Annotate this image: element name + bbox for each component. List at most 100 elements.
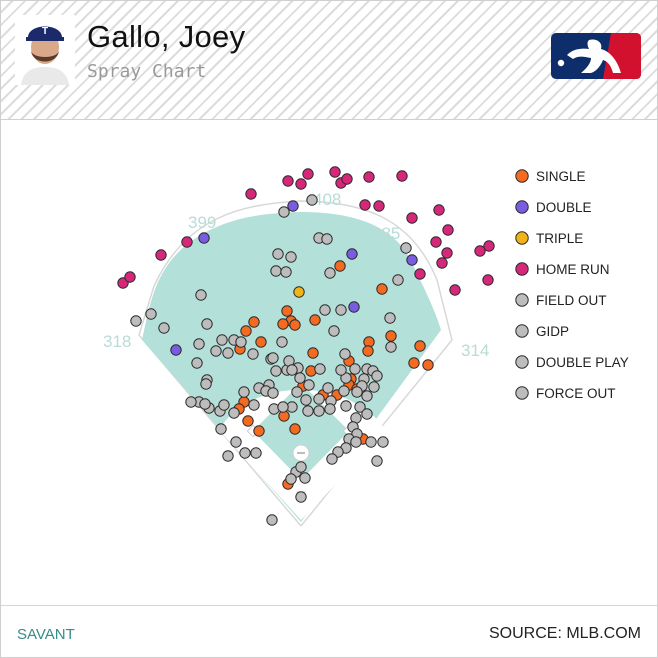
data-point-out [199, 398, 211, 410]
data-point-single [334, 260, 346, 272]
data-point-home-run [363, 171, 375, 183]
data-point-out [365, 436, 377, 448]
fence-distance-left-center: 399 [188, 213, 216, 232]
data-point-home-run [449, 284, 461, 296]
data-point-out [215, 423, 227, 435]
legend-marker-double-play [515, 355, 529, 369]
data-point-single [422, 359, 434, 371]
data-point-out [250, 447, 262, 459]
data-point-out [285, 473, 297, 485]
data-point-out [314, 363, 326, 375]
data-point-out [335, 364, 347, 376]
data-point-single [414, 340, 426, 352]
data-point-double [170, 344, 182, 356]
data-point-single [277, 318, 289, 330]
data-point-home-run [329, 166, 341, 178]
data-point-out [326, 453, 338, 465]
data-point-out [195, 289, 207, 301]
data-point-out [350, 436, 362, 448]
data-point-home-run [414, 268, 426, 280]
data-point-home-run [483, 240, 495, 252]
legend-marker-home-run [515, 262, 529, 276]
legend-label-double-play: DOUBLE PLAY [536, 355, 629, 370]
data-point-out [321, 233, 333, 245]
data-point-home-run [341, 173, 353, 185]
data-point-out [385, 341, 397, 353]
data-point-out [354, 401, 366, 413]
data-point-double [348, 301, 360, 313]
data-point-double [198, 232, 210, 244]
header: T Gallo, Joey Spray Chart [1, 1, 657, 120]
data-point-out [300, 394, 312, 406]
data-point-out [339, 348, 351, 360]
svg-text:T: T [42, 26, 48, 37]
data-point-home-run [282, 175, 294, 187]
chart-subtitle: Spray Chart [87, 61, 207, 82]
data-point-single [289, 319, 301, 331]
data-point-single [240, 325, 252, 337]
legend-marker-single [515, 169, 529, 183]
data-point-double [346, 248, 358, 260]
data-point-out [313, 393, 325, 405]
data-point-out [392, 274, 404, 286]
data-point-out [371, 455, 383, 467]
data-point-out [377, 436, 389, 448]
data-point-out [324, 267, 336, 279]
data-point-home-run [442, 224, 454, 236]
data-point-out [328, 325, 340, 337]
data-point-out [384, 312, 396, 324]
data-point-out [335, 304, 347, 316]
data-point-out [218, 399, 230, 411]
data-point-home-run [482, 274, 494, 286]
data-point-out [368, 381, 380, 393]
data-point-home-run [474, 245, 486, 257]
legend-marker-force-out [515, 386, 529, 400]
data-point-out [239, 447, 251, 459]
data-point-out [361, 408, 373, 420]
player-name: Gallo, Joey [87, 19, 246, 54]
data-point-single [281, 305, 293, 317]
data-point-out [302, 405, 314, 417]
legend-label-gidp: GIDP [536, 324, 569, 339]
data-point-home-run [406, 212, 418, 224]
legend: SINGLE DOUBLE TRIPLE HOME RUN FIELD OUT GIDP D… [515, 169, 629, 401]
legend-marker-double [515, 200, 529, 214]
data-point-single [255, 336, 267, 348]
data-point-out [238, 386, 250, 398]
data-point-out [248, 399, 260, 411]
data-point-out [322, 382, 334, 394]
legend-label-field-out: FIELD OUT [536, 293, 607, 308]
legend-label-single: SINGLE [536, 169, 586, 184]
data-point-single [248, 316, 260, 328]
data-point-out [270, 265, 282, 277]
data-point-out [295, 491, 307, 503]
data-point-out [222, 347, 234, 359]
data-point-out [285, 251, 297, 263]
data-point-out [351, 386, 363, 398]
data-point-out [280, 266, 292, 278]
data-point-home-run [245, 188, 257, 200]
data-point-home-run [433, 204, 445, 216]
data-point-out [216, 334, 228, 346]
data-point-home-run [430, 236, 442, 248]
data-point-single [309, 314, 321, 326]
data-point-out [371, 370, 383, 382]
data-point-out [338, 385, 350, 397]
legend-label-triple: TRIPLE [536, 231, 583, 246]
data-point-out [235, 336, 247, 348]
data-point-out [303, 379, 315, 391]
data-point-double [287, 200, 299, 212]
data-point-out [191, 357, 203, 369]
data-point-out [349, 363, 361, 375]
data-point-out [299, 472, 311, 484]
data-point-out [295, 461, 307, 473]
legend-marker-triple [515, 231, 529, 245]
data-point-home-run [359, 199, 371, 211]
fence-distance-left: 318 [103, 332, 131, 351]
data-point-out [324, 403, 336, 415]
data-point-home-run [302, 168, 314, 180]
data-point-single [385, 330, 397, 342]
data-point-single [253, 425, 265, 437]
data-point-out [361, 390, 373, 402]
savant-link[interactable]: SAVANT [17, 626, 75, 643]
